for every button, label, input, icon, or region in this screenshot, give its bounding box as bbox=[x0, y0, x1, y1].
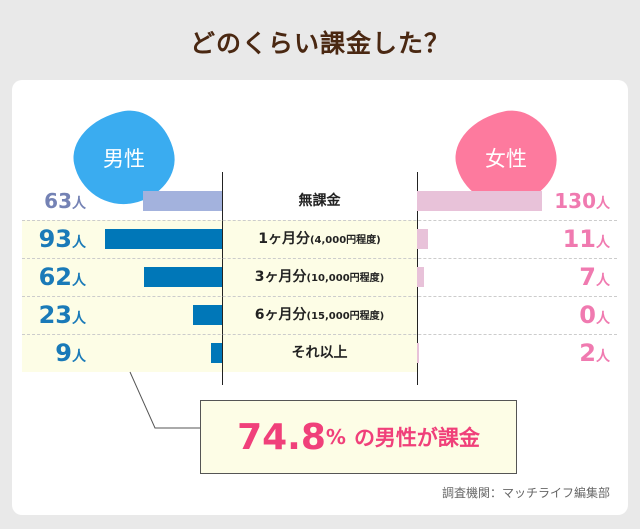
row-divider bbox=[22, 334, 617, 335]
category-name: 6ヶ月分 bbox=[254, 307, 307, 323]
unit-label: 人 bbox=[596, 311, 610, 327]
category-price: (15,000円程度) bbox=[306, 311, 385, 322]
female-count-value: 130 bbox=[554, 189, 596, 213]
row-divider bbox=[22, 258, 617, 259]
unit-label: 人 bbox=[596, 196, 610, 212]
unit-label: 人 bbox=[72, 235, 86, 251]
category-price: (10,000円程度) bbox=[306, 273, 385, 284]
male-bar bbox=[210, 343, 222, 363]
category-label: 3ヶ月分(10,000円程度) bbox=[222, 267, 417, 289]
male-count: 62人 bbox=[6, 262, 86, 296]
divider-left bbox=[222, 172, 223, 385]
male-count-value: 9 bbox=[55, 339, 72, 367]
category-name: 無課金 bbox=[298, 193, 341, 209]
unit-label: 人 bbox=[72, 196, 86, 212]
chart-title: どのくらい課金した？ bbox=[189, 29, 450, 58]
callout-box: 74.8 % の男性が課金 bbox=[200, 400, 517, 474]
male-bar bbox=[193, 305, 222, 325]
category-price: (4,000円程度) bbox=[309, 235, 381, 246]
callout-value: 74.8 bbox=[237, 416, 326, 458]
category-label: 無課金 bbox=[222, 191, 417, 211]
female-count-value: 2 bbox=[579, 339, 596, 367]
category-label: それ以上 bbox=[222, 343, 417, 363]
unit-label: 人 bbox=[72, 311, 86, 327]
callout-percent: % bbox=[325, 425, 346, 449]
female-bar bbox=[417, 191, 542, 211]
unit-label: 人 bbox=[596, 349, 610, 365]
female-count: 130人 bbox=[530, 186, 610, 219]
female-count: 2人 bbox=[530, 338, 610, 372]
male-count-value: 62 bbox=[38, 263, 72, 291]
female-count: 7人 bbox=[530, 262, 610, 296]
female-count-value: 0 bbox=[579, 301, 596, 329]
unit-label: 人 bbox=[596, 235, 610, 251]
female-count-value: 11 bbox=[562, 225, 596, 253]
unit-label: 人 bbox=[72, 349, 86, 365]
row-divider bbox=[22, 296, 617, 297]
male-count: 93人 bbox=[6, 224, 86, 258]
callout-text: の男性が課金 bbox=[353, 426, 480, 450]
source-note: 調査機関：マッチライフ編集部 bbox=[441, 486, 610, 500]
female-count: 0人 bbox=[530, 300, 610, 334]
category-label: 1ヶ月分(4,000円程度) bbox=[222, 229, 417, 251]
female-count-value: 7 bbox=[579, 263, 596, 291]
category-name: それ以上 bbox=[291, 345, 348, 361]
female-bar bbox=[417, 229, 428, 249]
male-bar bbox=[105, 229, 222, 249]
category-name: 3ヶ月分 bbox=[254, 269, 307, 285]
unit-label: 人 bbox=[72, 273, 86, 289]
category-label: 6ヶ月分(15,000円程度) bbox=[222, 305, 417, 327]
male-count-value: 63 bbox=[44, 189, 72, 213]
male-bar bbox=[142, 191, 222, 211]
male-count-value: 93 bbox=[38, 225, 72, 253]
male-count: 63人 bbox=[6, 186, 86, 219]
unit-label: 人 bbox=[596, 273, 610, 289]
male-count-value: 23 bbox=[38, 301, 72, 329]
category-name: 1ヶ月分 bbox=[258, 231, 310, 247]
female-bar bbox=[417, 267, 424, 287]
male-bar bbox=[144, 267, 222, 287]
male-count: 9人 bbox=[6, 338, 86, 372]
female-bar bbox=[417, 343, 419, 363]
male-count: 23人 bbox=[6, 300, 86, 334]
female-count: 11人 bbox=[530, 224, 610, 258]
row-divider bbox=[22, 220, 617, 221]
